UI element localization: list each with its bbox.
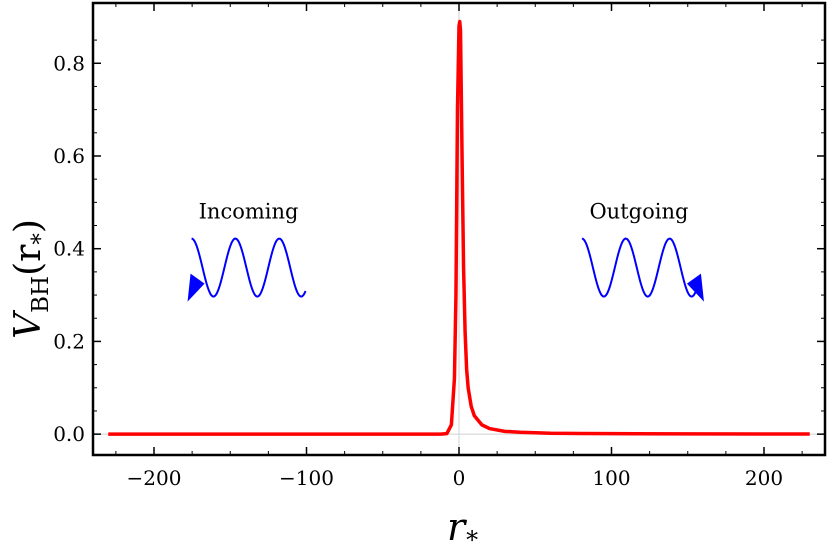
y-tick-label: 0.2 bbox=[53, 329, 85, 353]
y-tick-label: 0.8 bbox=[53, 51, 85, 75]
y-tick-label: 0.4 bbox=[53, 237, 85, 261]
x-tick-label: −100 bbox=[279, 466, 334, 490]
wave-annotations: Incoming Outgoing bbox=[187, 200, 704, 302]
axis-ticks: −200 −100 0 100 200 0.0 0.2 0.4 0.6 0.8 bbox=[53, 3, 825, 490]
plot-area bbox=[93, 3, 825, 455]
annotation-label-right: Outgoing bbox=[589, 200, 688, 224]
y-tick-label: 0.6 bbox=[53, 144, 85, 168]
x-tick-label: 200 bbox=[745, 466, 783, 490]
annotation-label-left: Incoming bbox=[199, 200, 299, 224]
y-axis-title: VBH(r*) bbox=[8, 219, 54, 339]
arrowhead-icon bbox=[686, 273, 704, 302]
x-tick-label: −200 bbox=[127, 466, 182, 490]
wave-curve bbox=[581, 237, 697, 298]
y-tick-label: 0.0 bbox=[53, 422, 85, 446]
wave-curve bbox=[191, 237, 307, 298]
series-line-0 bbox=[108, 19, 810, 436]
arrowhead-icon bbox=[187, 273, 205, 302]
x-axis-title: r* bbox=[447, 505, 478, 547]
x-tick-label: 0 bbox=[453, 466, 466, 490]
x-tick-label: 100 bbox=[592, 466, 630, 490]
